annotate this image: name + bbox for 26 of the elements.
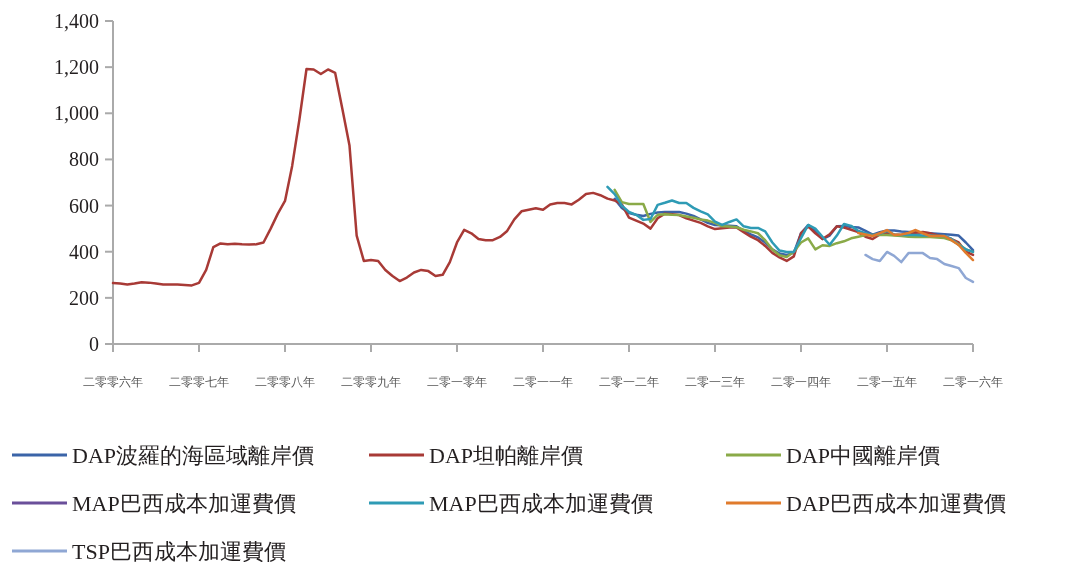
x-tick-label: 二零一五年 — [857, 375, 917, 389]
y-tick-label: 1,200 — [54, 56, 99, 79]
legend-label: DAP中國離岸價 — [786, 442, 941, 468]
legend-label: DAP巴西成本加運費價 — [786, 490, 1007, 516]
y-tick-label: 1,400 — [54, 10, 99, 32]
legend-label: MAP巴西成本加運費價 — [429, 490, 653, 516]
y-tick-label: 800 — [69, 148, 99, 171]
x-tick-label: 二零零九年 — [341, 375, 401, 389]
x-tick-label: 二零一四年 — [771, 375, 831, 389]
y-tick-label: 1,000 — [54, 102, 99, 125]
x-tick-label: 二零一三年 — [685, 375, 745, 389]
legend-label: DAP坦帕離岸價 — [429, 442, 584, 468]
x-tick-label: 二零一六年 — [943, 375, 1003, 389]
y-tick-label: 400 — [69, 240, 99, 263]
x-tick-label: 二零零八年 — [255, 375, 315, 389]
legend-label: TSP巴西成本加運費價 — [72, 538, 286, 562]
legend-label: DAP波羅的海區域離岸價 — [72, 442, 315, 468]
y-tick-label: 200 — [69, 286, 99, 309]
y-tick-label: 600 — [69, 194, 99, 217]
x-tick-label: 二零一一年 — [513, 375, 573, 389]
legend-label: MAP巴西成本加運費價 — [72, 490, 296, 516]
x-tick-label: 二零零六年 — [83, 375, 143, 389]
x-tick-label: 二零一二年 — [599, 375, 659, 389]
x-tick-label: 二零一零年 — [427, 375, 487, 389]
y-tick-label: 0 — [89, 333, 99, 355]
x-tick-label: 二零零七年 — [169, 375, 229, 389]
